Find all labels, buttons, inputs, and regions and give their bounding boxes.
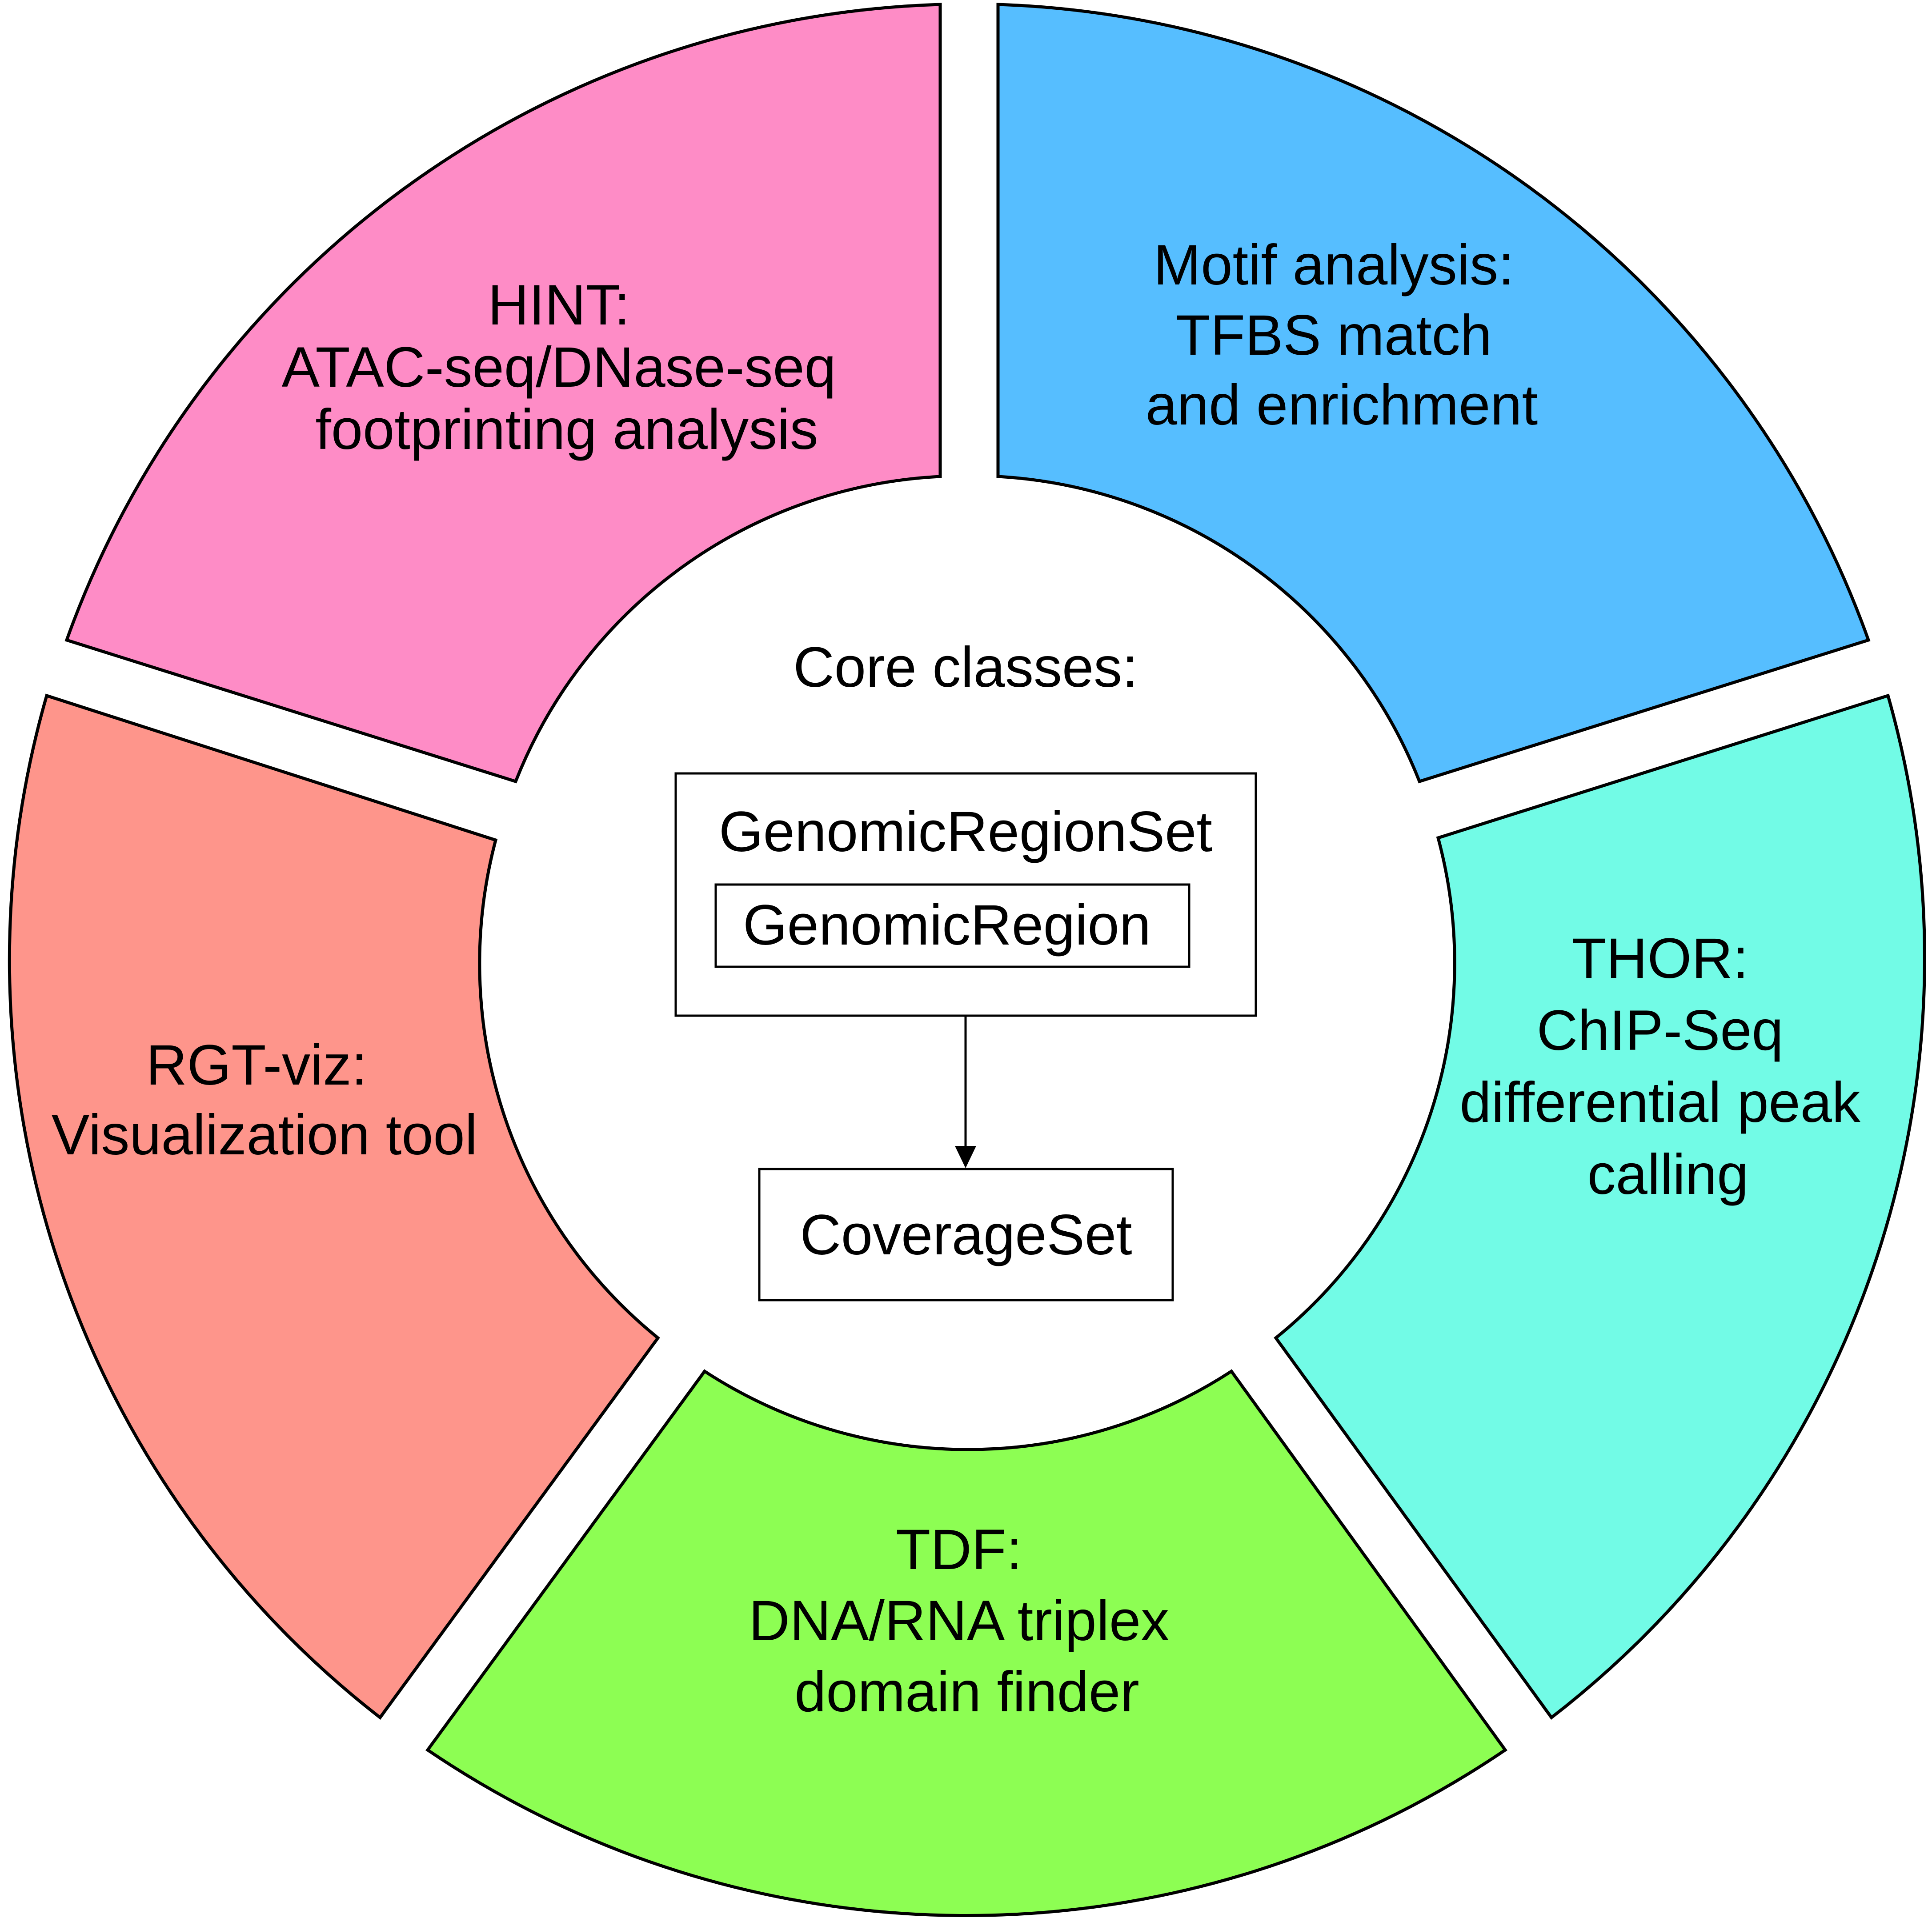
segment-thor-line-1: THOR: — [1571, 927, 1748, 990]
segment-thor-line-4: calling — [1587, 1143, 1749, 1206]
segment-motif-line-2: TFBS match — [1176, 304, 1492, 367]
segment-rgtviz-shape — [8, 693, 660, 1720]
segment-rgtviz: RGT-viz: Visualization tool — [8, 693, 660, 1720]
segment-thor-line-3: differential peak — [1460, 1071, 1861, 1134]
segment-motif-label: Motif analysis: TFBS match and enrichmen… — [1146, 233, 1538, 437]
segment-motif-line-3: and enrichment — [1146, 373, 1538, 437]
segment-hint-line-3: footprinting analysis — [315, 398, 818, 461]
segment-hint: HINT: ATAC-seq/DNase-seq footprinting an… — [64, 3, 942, 784]
segment-tdf-line-3: domain finder — [794, 1660, 1139, 1724]
genomic-region-set-label: GenomicRegionSet — [719, 800, 1212, 864]
segment-hint-shape — [64, 3, 942, 784]
segment-rgtviz-label: RGT-viz: Visualization tool — [52, 1033, 477, 1167]
core-title: Core classes: — [793, 636, 1138, 699]
segment-tdf-shape — [425, 1369, 1507, 1917]
core-area: Core classes: GenomicRegionSet GenomicRe… — [674, 636, 1257, 1301]
segment-hint-label: HINT: ATAC-seq/DNase-seq footprinting an… — [282, 273, 852, 461]
genomic-region-label: GenomicRegion — [743, 893, 1151, 957]
segment-thor-line-2: ChIP-Seq — [1537, 999, 1784, 1062]
segment-hint-line-2: ATAC-seq/DNase-seq — [282, 336, 836, 399]
segment-tdf: TDF: DNA/RNA triplex domain finder — [425, 1369, 1507, 1917]
genomic-region-box — [714, 883, 1190, 968]
segment-thor-label: THOR: ChIP-Seq differential peak calling — [1460, 927, 1876, 1206]
segment-tdf-label: TDF: DNA/RNA triplex domain finder — [749, 1518, 1185, 1724]
coverage-set-box — [758, 1168, 1174, 1301]
segment-thor-shape — [1274, 693, 1926, 1720]
segment-tdf-line-1: TDF: — [896, 1518, 1022, 1582]
segment-thor: THOR: ChIP-Seq differential peak calling — [1274, 693, 1926, 1720]
segment-motif: Motif analysis: TFBS match and enrichmen… — [996, 3, 1871, 784]
segment-motif-line-1: Motif analysis: — [1154, 233, 1514, 297]
coverage-set-label: CoverageSet — [800, 1203, 1132, 1267]
segment-rgtviz-line-2: Visualization tool — [52, 1103, 477, 1167]
core-arrow-head — [955, 1146, 976, 1168]
segment-rgtviz-line-1: RGT-viz: — [146, 1033, 367, 1097]
segment-tdf-line-2: DNA/RNA triplex — [749, 1589, 1169, 1653]
segment-motif-shape — [996, 3, 1871, 784]
segment-hint-line-1: HINT: — [488, 273, 630, 337]
